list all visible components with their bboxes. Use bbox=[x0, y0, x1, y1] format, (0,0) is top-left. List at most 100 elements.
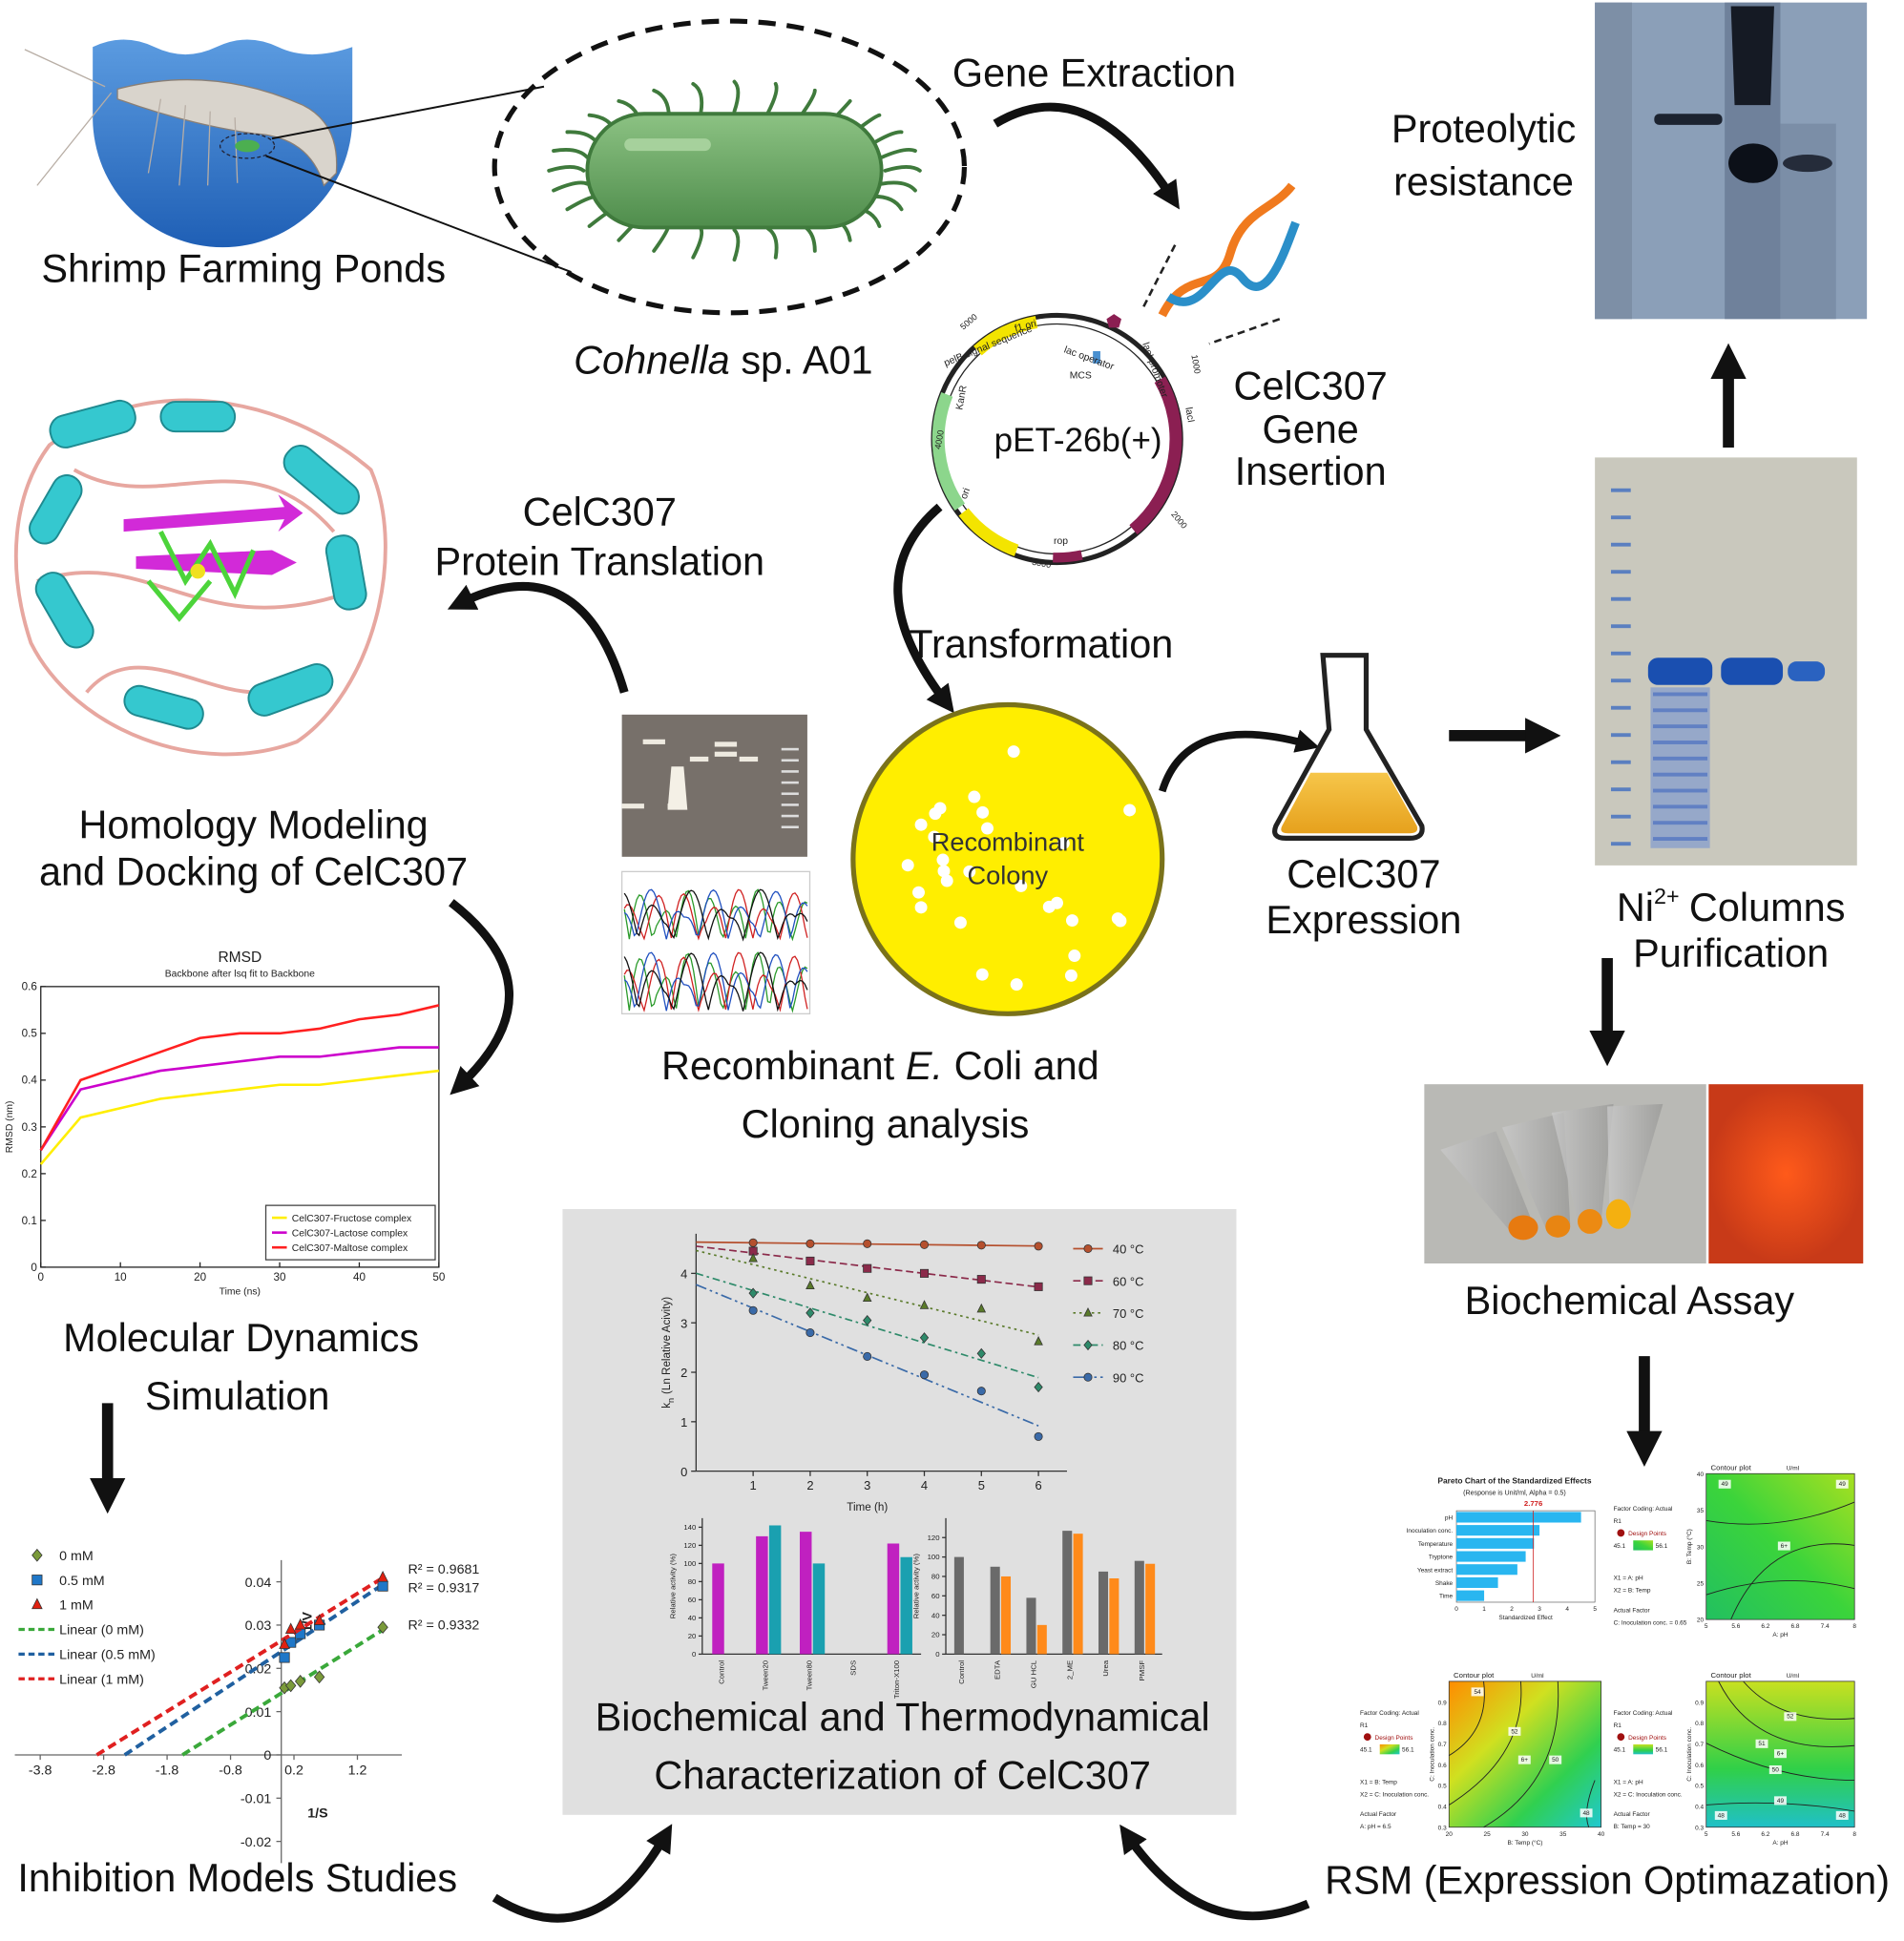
y-tick-label: 20 bbox=[688, 1632, 697, 1640]
x-tick-label: Control bbox=[957, 1660, 966, 1684]
legend-label: 0.5 mM bbox=[59, 1574, 105, 1589]
arrow bbox=[1159, 729, 1320, 793]
gel-band bbox=[1788, 661, 1826, 681]
shape bbox=[159, 401, 237, 433]
point bbox=[919, 1240, 930, 1249]
bacterium bbox=[585, 112, 884, 230]
contour-label-box bbox=[1773, 1796, 1787, 1805]
colony-label: Recombinant bbox=[931, 826, 1085, 856]
x-tick-label: -2.8 bbox=[92, 1764, 115, 1779]
legend bbox=[264, 1204, 436, 1261]
chart-title: Contour plot bbox=[1710, 1463, 1751, 1471]
point bbox=[863, 1263, 872, 1273]
chart-title: RMSD bbox=[218, 950, 262, 966]
point bbox=[862, 1292, 872, 1303]
gel-ladder bbox=[1610, 488, 1708, 846]
shape bbox=[146, 530, 256, 622]
ladder-band bbox=[781, 759, 799, 762]
contour-label-box bbox=[1777, 1541, 1790, 1551]
label: Shrimp Farming Ponds bbox=[41, 245, 446, 290]
chromatogram bbox=[620, 870, 811, 1014]
point bbox=[1034, 1381, 1043, 1393]
zoom-line bbox=[265, 155, 572, 273]
color-scale bbox=[1379, 1743, 1400, 1755]
label-part: Ni bbox=[1617, 885, 1654, 929]
ladder-band bbox=[1610, 651, 1631, 656]
label: CelC307 bbox=[1234, 364, 1388, 408]
y-tick-label: 0.5 bbox=[22, 1028, 37, 1040]
colony bbox=[914, 818, 928, 831]
x-axis-label: Standardized Effect bbox=[1498, 1615, 1553, 1621]
ladder-band bbox=[1610, 760, 1631, 764]
label: Proteolytic bbox=[1391, 106, 1576, 151]
y-tick-label: 0.3 bbox=[22, 1121, 37, 1134]
rsm-note: X2 = C: Inoculation conc. bbox=[1360, 1791, 1429, 1798]
x-tick-label: 0.2 bbox=[284, 1764, 303, 1779]
x-tick-label: 5 bbox=[1705, 1623, 1708, 1630]
arrow bbox=[492, 1824, 673, 1923]
y-tick-label: 2 bbox=[680, 1366, 687, 1380]
rsm-note: Design Points bbox=[1628, 1735, 1666, 1742]
contour-label: 51 bbox=[1758, 1741, 1766, 1747]
y-tick-label: 120 bbox=[683, 1541, 697, 1550]
label-part: (Ln Relative Acivity) bbox=[660, 1297, 673, 1394]
ladder-band bbox=[1610, 488, 1631, 492]
shape bbox=[324, 534, 367, 611]
ladder-band bbox=[781, 814, 799, 818]
point bbox=[31, 1548, 43, 1562]
trace bbox=[623, 951, 808, 1013]
legend-label: 60 °C bbox=[1113, 1274, 1144, 1288]
y-axis-label: RMSD (nm) bbox=[5, 1101, 15, 1154]
rsm-note: C: Inoculation conc. = 0.65 bbox=[1614, 1619, 1687, 1626]
flagellum bbox=[691, 226, 704, 260]
color-scale bbox=[1633, 1743, 1654, 1755]
zoom-line bbox=[1208, 318, 1281, 345]
colony bbox=[1057, 837, 1070, 850]
threshold-label: 2.776 bbox=[1524, 1499, 1543, 1508]
smear-band bbox=[1653, 788, 1708, 793]
trace bbox=[623, 888, 808, 941]
contour-label-box bbox=[1773, 1749, 1787, 1759]
y-tick-label: 4 bbox=[680, 1267, 687, 1282]
fit-line bbox=[181, 1628, 385, 1757]
rsm-note: Factor Coding: Actual bbox=[1614, 1710, 1673, 1717]
gel-band bbox=[714, 741, 738, 747]
point bbox=[284, 1622, 297, 1635]
rsm-note: Design Points bbox=[1375, 1735, 1413, 1742]
plasmid-feature bbox=[931, 391, 966, 511]
flagellum bbox=[765, 226, 779, 260]
y-tick-label: Time bbox=[1439, 1594, 1454, 1600]
line bbox=[39, 1046, 439, 1152]
r2-label: R² = 0.9317 bbox=[408, 1581, 480, 1597]
legend-label: 0 mM bbox=[59, 1549, 94, 1564]
point bbox=[1083, 1372, 1093, 1382]
x-tick-label: -1.8 bbox=[156, 1764, 179, 1779]
colony-plate bbox=[850, 701, 1165, 1016]
flagellum bbox=[732, 79, 741, 114]
contour-line bbox=[1449, 1680, 1522, 1805]
rsm-note: Factor Coding: Actual bbox=[1360, 1710, 1419, 1717]
y-axis-label: Relative activity (%) bbox=[912, 1554, 921, 1619]
ladder-band bbox=[1610, 515, 1631, 520]
x-axis-label: 1/S bbox=[307, 1805, 327, 1821]
y-tick-label: Shake bbox=[1435, 1580, 1454, 1587]
rsm-note: 56.1 bbox=[1656, 1747, 1668, 1754]
bar bbox=[800, 1532, 812, 1655]
shape bbox=[247, 663, 334, 717]
label: Purification bbox=[1633, 930, 1829, 975]
panel bbox=[562, 1209, 1237, 1815]
smear-band bbox=[1653, 821, 1708, 825]
plasmid-feature bbox=[1106, 314, 1121, 328]
dna-strand bbox=[1165, 220, 1300, 306]
y-tick-label: 120 bbox=[928, 1534, 941, 1542]
gut-bacteria bbox=[235, 139, 261, 153]
plasmid-position: 5000 bbox=[958, 312, 979, 332]
ladder-band bbox=[781, 792, 799, 796]
plasmid-position: 1000 bbox=[1189, 354, 1202, 375]
x-tick-label: 20 bbox=[1446, 1831, 1454, 1838]
contour-label-box bbox=[1784, 1712, 1797, 1722]
trace bbox=[623, 888, 808, 942]
y-tick-label: Inoculation conc. bbox=[1407, 1528, 1454, 1534]
x-tick-label: GU HCL bbox=[1029, 1659, 1037, 1688]
